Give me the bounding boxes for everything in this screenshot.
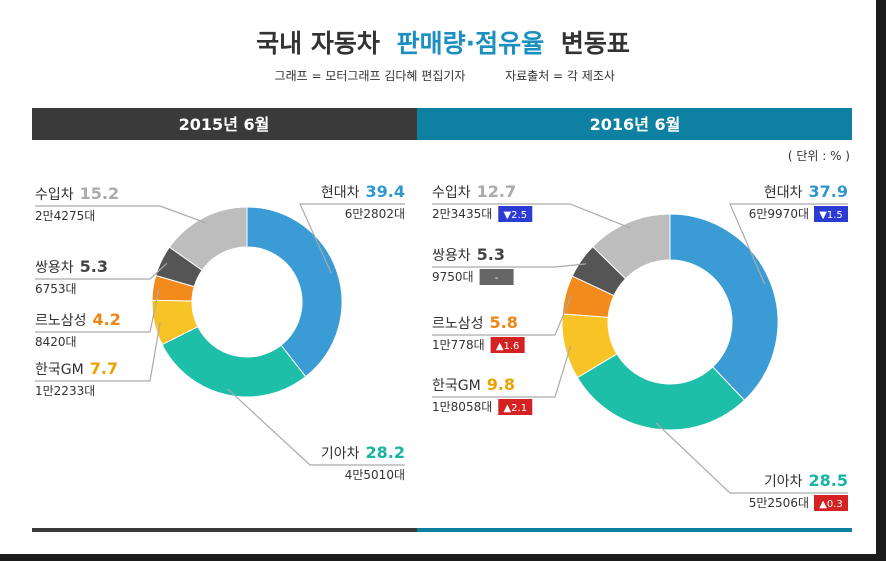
credit: 그래프 = 모터그래프 김다혜 편집기자 xyxy=(275,69,466,83)
slice-label: 쌍용차 5.3 xyxy=(35,257,108,276)
footer-bar xyxy=(32,528,417,532)
change-label: ▲1.6 xyxy=(496,341,520,352)
value-label: 15.2 xyxy=(80,184,119,203)
donut-slice xyxy=(168,206,248,271)
donut-slice xyxy=(591,213,671,280)
donut-slice xyxy=(161,325,307,398)
title-part: 국내 자동차 xyxy=(256,29,380,58)
header-bar xyxy=(32,108,417,140)
value-label: 28.2 xyxy=(366,443,405,462)
value-label: 5.3 xyxy=(80,257,108,276)
footer-bar xyxy=(417,528,852,532)
slice-label: 현대차 39.4 xyxy=(321,182,405,201)
leader-line xyxy=(35,205,207,224)
value-label: 39.4 xyxy=(366,182,405,201)
value-label: 12.7 xyxy=(477,182,516,201)
unit-sales: 4만5010대 xyxy=(345,468,405,482)
category-name: 쌍용차 xyxy=(35,260,74,276)
change-label: ▼1.5 xyxy=(819,210,843,221)
change-badge xyxy=(490,337,525,353)
value-label: 5.8 xyxy=(490,313,518,332)
title: 국내 자동차 판매량·점유율 변동표 xyxy=(256,29,630,58)
category-name: 한국GM xyxy=(35,362,84,378)
change-badge xyxy=(814,495,848,511)
unit-sales: 8420대 xyxy=(35,335,77,349)
leader-line xyxy=(227,388,405,466)
value-label: 9.8 xyxy=(487,375,515,394)
unit-sales: 9750대 xyxy=(432,270,474,284)
category-name: 현대차 xyxy=(764,185,803,201)
unit-sales: 5만2506대 xyxy=(749,496,809,510)
category-name: 한국GM xyxy=(432,378,481,394)
value-label: 28.5 xyxy=(809,471,848,490)
slice-label: 한국GM 7.7 xyxy=(35,359,118,378)
value-label: 7.7 xyxy=(90,359,118,378)
leader-line xyxy=(729,203,848,285)
leader-line xyxy=(432,295,572,336)
leader-line xyxy=(432,203,631,229)
unit-sales: 6만2802대 xyxy=(345,207,405,221)
change-badge xyxy=(814,206,848,222)
leader-line xyxy=(655,422,848,494)
leader-line xyxy=(432,345,572,398)
leader-line xyxy=(432,263,587,268)
unit-note: ( 단위 : % ) xyxy=(788,149,850,163)
title-part: 변동표 xyxy=(561,29,630,58)
leader-line xyxy=(35,288,160,333)
slice-label: 현대차 37.9 xyxy=(764,182,848,201)
unit-sales: 2만4275대 xyxy=(35,209,95,223)
category-name: 르노삼성 xyxy=(432,316,484,332)
source: 자료출처 = 각 제조사 xyxy=(505,69,615,83)
slice-label: 기아차 28.5 xyxy=(764,471,848,490)
unit-sales: 6만9970대 xyxy=(749,207,809,221)
change-label: ▲0.3 xyxy=(819,499,843,510)
leader-line xyxy=(35,321,161,382)
chart-title: 2015년 6월 xyxy=(179,115,270,134)
unit-sales: 1만8058대 xyxy=(432,400,492,414)
slice-label: 한국GM 9.8 xyxy=(432,375,515,394)
category-name: 수입차 xyxy=(432,185,471,201)
change-badge xyxy=(498,399,533,415)
category-name: 현대차 xyxy=(321,185,360,201)
slice-label: 르노삼성 5.8 xyxy=(432,313,518,332)
category-name: 기아차 xyxy=(764,474,803,490)
title-highlight: 판매량·점유율 xyxy=(397,29,545,58)
slice-label: 수입차 15.2 xyxy=(35,184,119,203)
unit-sales: 6753대 xyxy=(35,282,77,296)
leader-line xyxy=(35,262,168,280)
unit-sales: 1만778대 xyxy=(432,338,485,352)
value-label: 37.9 xyxy=(809,182,848,201)
slice-label: 수입차 12.7 xyxy=(432,182,516,201)
chart-title: 2016년 6월 xyxy=(590,115,681,134)
change-badge xyxy=(479,269,514,285)
donut-slice xyxy=(576,353,746,431)
leader-line xyxy=(299,203,405,274)
unit-sales: 2만3435대 xyxy=(432,207,492,221)
change-label: ▼2.5 xyxy=(503,210,527,221)
value-label: 4.2 xyxy=(93,310,121,329)
slice-label: 쌍용차 5.3 xyxy=(432,245,505,264)
change-badge xyxy=(498,206,533,222)
header-bar xyxy=(417,108,852,140)
category-name: 수입차 xyxy=(35,187,74,203)
slice-label: 르노삼성 4.2 xyxy=(35,310,121,329)
category-name: 르노삼성 xyxy=(35,313,87,329)
category-name: 기아차 xyxy=(321,446,360,462)
donut-slice xyxy=(669,213,779,401)
unit-sales: 1만2233대 xyxy=(35,384,95,398)
change-label: ▲2.1 xyxy=(503,403,527,414)
donut-slice xyxy=(246,206,343,378)
value-label: 5.3 xyxy=(477,245,505,264)
change-label: - xyxy=(495,273,499,284)
slice-label: 기아차 28.2 xyxy=(321,443,405,462)
category-name: 쌍용차 xyxy=(432,248,471,264)
